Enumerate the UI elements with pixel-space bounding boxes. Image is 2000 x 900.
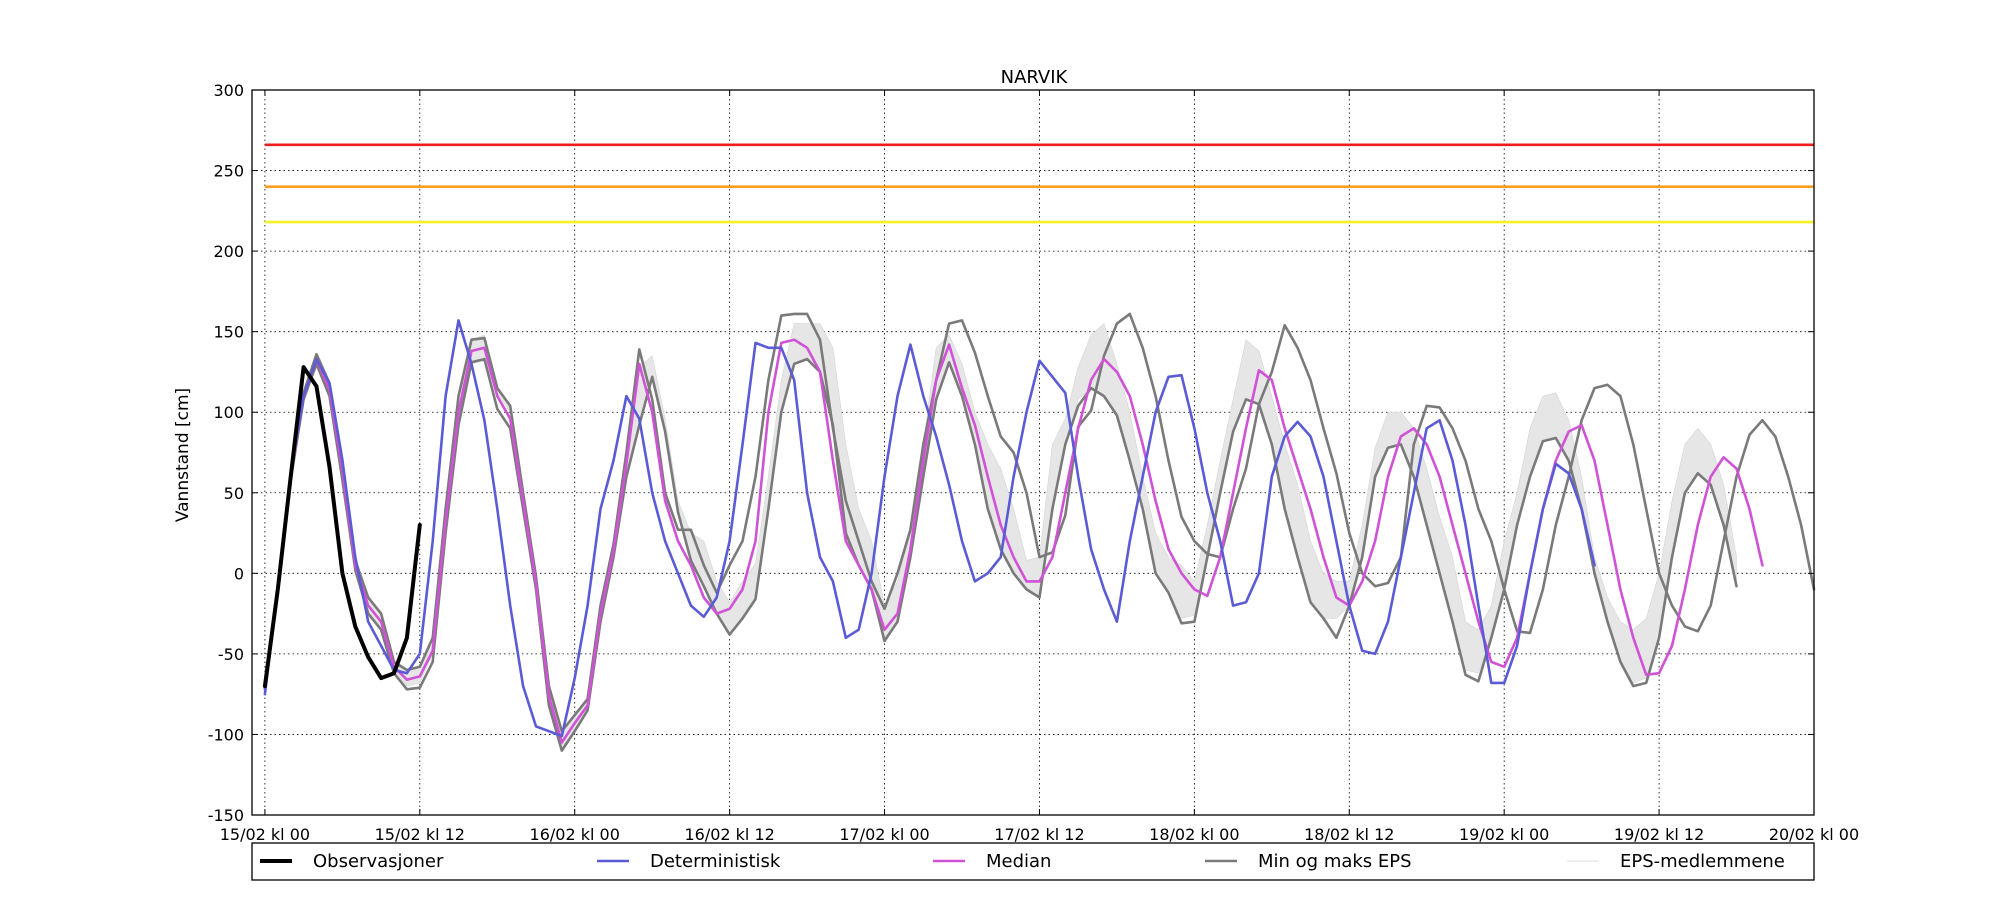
plot-frame — [251, 89, 1815, 816]
y-tick-label: 200 — [213, 242, 244, 261]
legend-label: Min og maks EPS — [1258, 851, 1412, 872]
x-tick-label: 18/02 kl 12 — [1304, 825, 1394, 844]
observasjoner-line — [262, 365, 422, 689]
y-tick-label: -150 — [208, 806, 244, 825]
legend-frame — [251, 842, 1815, 881]
series-layer — [262, 312, 1816, 752]
y-tick-label: -100 — [208, 725, 244, 744]
legend-label: Observasjoner — [313, 851, 444, 872]
chart-title: NARVIK — [1001, 67, 1069, 88]
deterministisk-line — [263, 319, 1596, 738]
y-tick-label: 100 — [213, 403, 244, 422]
y-tick-label: 250 — [213, 162, 244, 181]
legend-label: Median — [986, 851, 1051, 872]
y-tick-label: 300 — [213, 81, 244, 100]
legend: Observasjoner Deterministisk Median Min og … — [251, 842, 1815, 881]
x-tick-label: 17/02 kl 12 — [994, 825, 1084, 844]
x-tick-label: 18/02 kl 00 — [1149, 825, 1239, 844]
median-line — [263, 338, 1764, 744]
x-tick-label: 16/02 kl 00 — [530, 825, 620, 844]
legend-label: Deterministisk — [650, 851, 781, 872]
x-tick-label: 20/02 kl 00 — [1769, 825, 1859, 844]
legend-label: EPS-medlemmene — [1620, 851, 1785, 872]
x-tick-label: 19/02 kl 00 — [1459, 825, 1549, 844]
y-tick-label: 0 — [234, 564, 244, 583]
y-tick-label: 50 — [224, 484, 244, 503]
threshold-layer — [264, 143, 1814, 224]
x-tick-label: 17/02 kl 00 — [839, 825, 929, 844]
y-tick-label: 150 — [213, 323, 244, 342]
y-axis-label: Vannstand [cm] — [173, 388, 193, 522]
x-tick-label: 16/02 kl 12 — [684, 825, 774, 844]
x-tick-label: 15/02 kl 00 — [220, 825, 310, 844]
tick-layer: 15/02 kl 00 15/02 kl 12 16/02 kl 00 16/02 k… — [208, 81, 1859, 844]
x-tick-label: 15/02 kl 12 — [375, 825, 465, 844]
x-tick-label: 19/02 kl 12 — [1614, 825, 1704, 844]
y-tick-label: -50 — [218, 645, 244, 664]
